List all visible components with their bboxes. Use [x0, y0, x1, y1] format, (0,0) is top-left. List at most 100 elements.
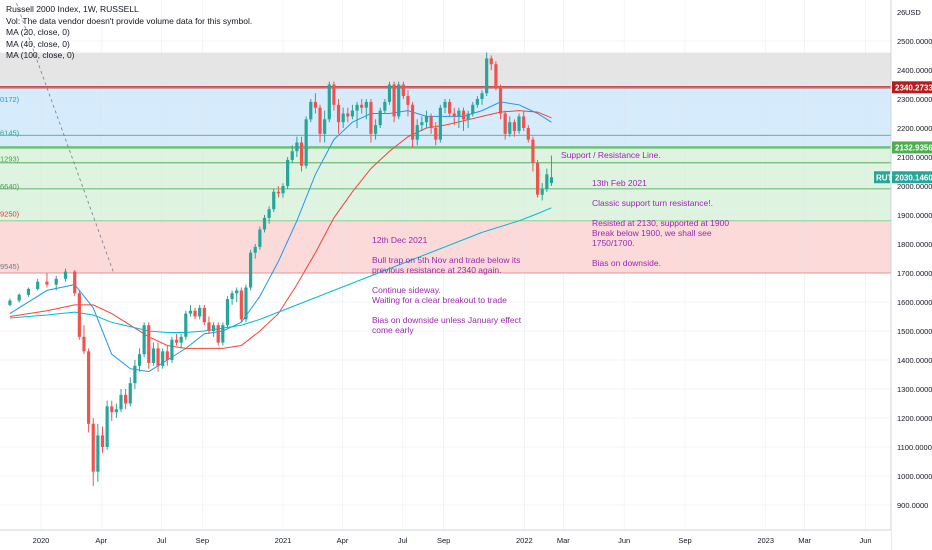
horizontal-lines [0, 86, 891, 274]
candle-body [355, 104, 359, 111]
candle-body [466, 113, 470, 120]
candle-body [313, 101, 317, 108]
candle-body [272, 191, 276, 210]
candle-body [230, 293, 234, 300]
candle-body [110, 406, 114, 413]
candle-body [318, 107, 322, 134]
price-tick-label: 2200.0000 [897, 124, 932, 133]
candle-body [299, 142, 304, 166]
candle-body [290, 151, 294, 160]
ma-line-1 [9, 110, 552, 349]
price-tick-label: 2300.0000 [897, 95, 932, 104]
candle-body [457, 110, 461, 117]
time-tick-label: Apr [95, 536, 107, 545]
price-tick-label: 1600.0000 [897, 298, 932, 307]
time-tick-label: 2020 [33, 536, 50, 545]
candle-body [179, 336, 183, 343]
candle-body [383, 101, 387, 111]
chart-legend: Russell 2000 Index, 1W, RUSSELL Vol: The… [6, 4, 252, 62]
candle-body [549, 177, 554, 184]
candle-body [498, 87, 503, 114]
time-tick-label: Jun [859, 536, 871, 545]
price-tick-label: 900.0000 [897, 501, 928, 510]
price-tick-label: 1200.0000 [897, 414, 932, 423]
candle-body [100, 435, 105, 447]
time-axis-bg [0, 530, 891, 550]
candle-body [378, 110, 382, 126]
badge-support-text: 2132.9356 [895, 143, 932, 152]
candle-body [364, 101, 368, 108]
candle-body [406, 96, 410, 105]
price-tick-label: 2400.0000 [897, 66, 932, 75]
candle-body [63, 271, 68, 279]
candle-body [124, 394, 128, 404]
annotation-support-line[interactable]: Support / Resistance Line. [561, 150, 661, 160]
candle-body [225, 299, 230, 326]
candle-body [346, 113, 350, 117]
candle-body [485, 58, 489, 94]
candle-body [151, 348, 156, 363]
candle-body [508, 122, 512, 134]
candle-body [438, 107, 442, 140]
annotation-dec-2021[interactable]: 12th Dec 2021 Bull trap on 5th Nov and t… [372, 235, 522, 335]
zone-green [0, 147, 891, 221]
legend-ma100: MA (100, close, 0) [6, 50, 75, 60]
candle-body [517, 116, 521, 131]
candle-body [142, 325, 146, 355]
badge-support-bg [892, 141, 932, 154]
legend-title: Russell 2000 Index, 1W, RUSSELL [6, 4, 139, 14]
candle-body [341, 113, 345, 123]
candle-body [434, 128, 438, 140]
candle-body [503, 113, 507, 134]
candle-body [327, 84, 331, 120]
candle-body [336, 104, 341, 123]
candle-body [249, 252, 253, 288]
price-tick-label-top: 26 [897, 8, 905, 17]
candle-body [540, 188, 544, 195]
left-cut-label: 0172) [0, 95, 20, 104]
candle-body [54, 278, 58, 285]
candle-body [91, 423, 95, 472]
price-tick-label: 1500.0000 [897, 327, 932, 336]
candle-body [258, 229, 262, 247]
candle-body [239, 290, 243, 320]
price-tick-label: 1900.0000 [897, 211, 932, 220]
candle-body [309, 101, 313, 120]
legend-volume: Vol: The data vendor doesn't provide vol… [6, 15, 253, 26]
time-tick-label: Apr [337, 536, 349, 545]
time-tick-label: Jul [398, 536, 408, 545]
candle-body [198, 307, 202, 317]
candle-body [281, 186, 285, 194]
candle-body [480, 93, 484, 99]
candle-body [45, 281, 49, 285]
price-tick-label: 1800.0000 [897, 240, 932, 249]
candle-body [202, 307, 206, 323]
candle-body [512, 122, 517, 131]
candle-body [535, 162, 540, 195]
candle-body [36, 281, 40, 289]
candle-body [77, 293, 81, 337]
annotation-feb-2021[interactable]: 13th Feb 2021 Classic support turn resis… [592, 178, 730, 268]
zones [0, 52, 891, 273]
candle-body [276, 191, 280, 194]
candle-body [26, 288, 31, 295]
currency-label: USD [905, 8, 921, 17]
candle-body [244, 287, 248, 320]
candle-body [174, 339, 179, 343]
candle-body [429, 116, 433, 128]
candle-body [128, 383, 132, 404]
candle-body [188, 310, 193, 314]
candle-body [415, 125, 419, 140]
time-tick-label: 2021 [275, 536, 292, 545]
price-tick-label: 1000.0000 [897, 472, 932, 481]
candle-body [286, 159, 290, 186]
candle-body [443, 101, 447, 108]
symbol-badge-text: RUT [876, 173, 893, 182]
candle-body [147, 325, 151, 363]
candle-body [82, 336, 86, 352]
candle-body [420, 122, 424, 126]
symbol-badge-bg [874, 171, 890, 184]
candle-body [87, 351, 91, 424]
